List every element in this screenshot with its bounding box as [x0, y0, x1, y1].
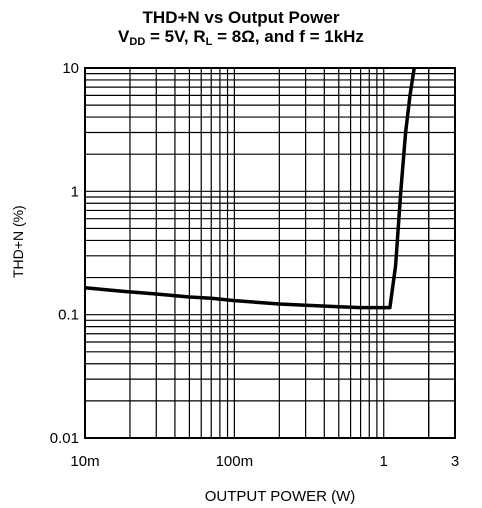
subtitle-text: = 8Ω, and f = 1kHz [212, 27, 364, 46]
subtitle-text: = 5V, R [145, 27, 206, 46]
grid-lines [85, 68, 455, 438]
x-axis-label: OUTPUT POWER (W) [204, 488, 356, 505]
tick-labels: 10m 100m 1 3 0.01 0.1 1 10 [50, 60, 459, 470]
y-tick-label: 0.1 [58, 307, 79, 324]
x-tick-label: 1 [380, 453, 388, 470]
y-tick-label: 1 [71, 183, 79, 200]
y-axis-label: THD+N (%) [10, 205, 26, 278]
chart-title: THD+N vs Output Power [142, 8, 340, 27]
y-tick-label: 10 [62, 60, 79, 77]
thd-curve [84, 67, 416, 310]
x-tick-label: 10m [70, 453, 99, 470]
subtitle-subscript: DD [129, 36, 146, 48]
y-tick-label: 0.01 [50, 430, 79, 447]
x-tick-label: 3 [451, 453, 459, 470]
x-tick-label: 100m [216, 453, 254, 470]
subtitle-text: V [118, 27, 130, 46]
plot-frame [84, 67, 456, 439]
subtitle-subscript: L [205, 36, 213, 48]
chart-subtitle: VDD = 5V, RL = 8Ω, and f = 1kHz [0, 27, 482, 52]
